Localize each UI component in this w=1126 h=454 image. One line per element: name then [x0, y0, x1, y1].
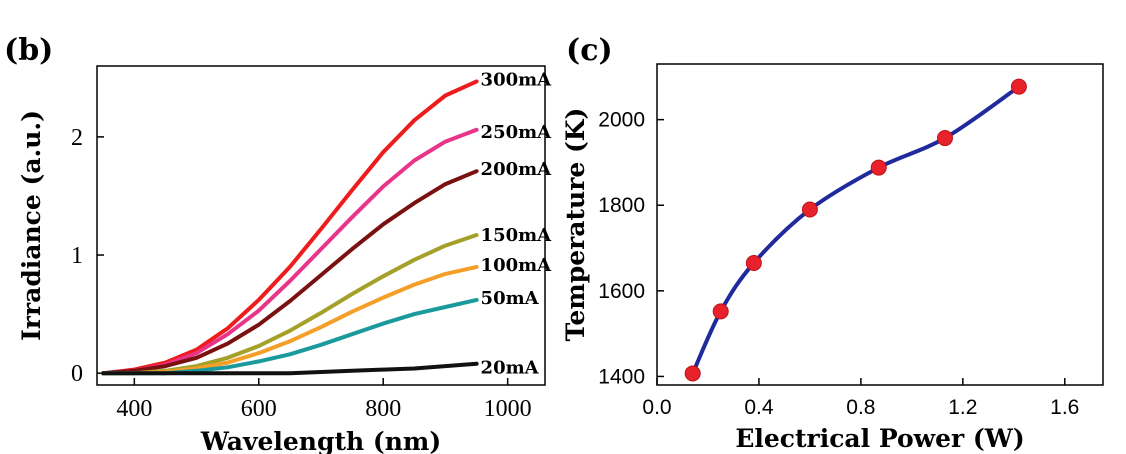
data-point-4 [801, 201, 818, 218]
x-tick-label-0.0: 0.0 [642, 396, 671, 419]
series-label-150ma: 150mA [481, 225, 553, 246]
series-label-200ma: 200mA [481, 159, 553, 180]
data-point-3 [745, 255, 762, 272]
x-axis-title: Wavelength (nm) [200, 427, 441, 454]
series-line-200ma [101, 169, 479, 376]
series-line-300ma [101, 79, 479, 376]
series-line-250ma [101, 127, 479, 376]
data-point-2 [712, 303, 729, 320]
y-tick-label-1400: 1400 [598, 365, 645, 388]
panel-c-label: (c) [566, 33, 613, 68]
y-tick-label-1600: 1600 [598, 280, 645, 303]
y-tick-label-0: 0 [71, 361, 83, 387]
series-label-100ma: 100mA [481, 255, 553, 276]
data-point-7 [1010, 78, 1027, 95]
series-line-20ma [101, 361, 479, 376]
series-label-300ma: 300mA [481, 69, 553, 90]
data-point-5 [870, 159, 887, 176]
x-tick-label-0.8: 0.8 [846, 396, 875, 419]
panel-c-temperature-chart: (c) 0.0 0.4 0.8 1.2 1.6 1400 1600 1800 2000 Elect… [561, 33, 1104, 453]
x-tick-label-1.6: 1.6 [1050, 396, 1079, 419]
y-tick-label-1800: 1800 [598, 194, 645, 217]
x-tick-label-600: 600 [241, 396, 277, 422]
data-point-6 [936, 130, 953, 147]
panel-b-irradiance-chart: (b) 400 600 800 1000 0 1 2 Wavelength (nm) Irrad… [4, 33, 552, 454]
series-label-250ma: 250mA [481, 122, 553, 143]
y-tick-label-2: 2 [71, 125, 83, 151]
x-tick-label-0.4: 0.4 [744, 396, 774, 419]
plot-frame [96, 65, 546, 386]
temperature-line [690, 84, 1021, 376]
series-label-20ma: 20mA [481, 358, 540, 379]
x-tick-label-800: 800 [365, 396, 401, 422]
x-tick-label-1.2: 1.2 [948, 396, 977, 419]
x-tick-label-400: 400 [116, 396, 152, 422]
x-tick-label-1000: 1000 [484, 396, 532, 422]
plot-frame [656, 63, 1104, 386]
y-tick-label-1: 1 [71, 243, 83, 269]
y-tick-label-2000: 2000 [598, 109, 645, 132]
y-axis-title: Temperature (K) [561, 108, 590, 342]
data-point-1 [684, 365, 701, 382]
series-label-50ma: 50mA [481, 288, 540, 309]
y-axis-title: Irradiance (a.u.) [17, 110, 46, 341]
panel-b-label: (b) [4, 33, 53, 68]
x-axis-title: Electrical Power (W) [735, 424, 1024, 453]
